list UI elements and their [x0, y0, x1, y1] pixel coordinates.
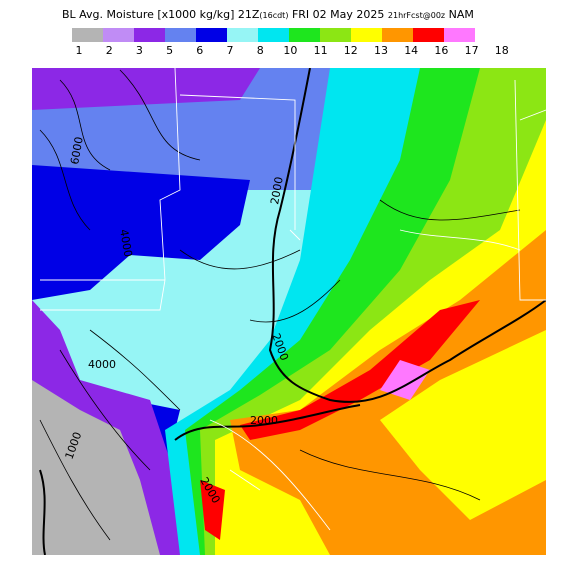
title-fcst: 21hrFcst@00z: [388, 11, 445, 20]
colorbar-label: 13: [374, 44, 388, 57]
colorbar-swatch: [258, 28, 289, 42]
field: [240, 300, 480, 440]
contour-label: 6000: [68, 136, 86, 166]
colorbar: 1 2 3 5 6 7 8 10 11 12 13 14 16 17 18: [72, 28, 509, 57]
colorbar-swatch: [134, 28, 165, 42]
colorbar-swatch: [165, 28, 196, 42]
colorbar-swatch: [351, 28, 382, 42]
colorbar-label: 7: [227, 44, 234, 57]
title-main: BL Avg. Moisture [x1000 kg/kg] 21Z: [62, 8, 260, 21]
colorbar-label: 10: [283, 44, 297, 57]
field: [380, 330, 546, 520]
contour-label: 2000: [268, 176, 286, 206]
colorbar-label: 16: [434, 44, 448, 57]
colorbar-swatch: [444, 28, 475, 42]
contour-label: 2000: [250, 414, 278, 427]
title-local: (16cdt): [259, 11, 288, 20]
contour-label: 4000: [88, 358, 116, 371]
field: [32, 68, 260, 110]
colorbar-swatch: [196, 28, 227, 42]
contour: [39, 69, 521, 541]
colorbar-label: 8: [257, 44, 264, 57]
colorbar-label: 18: [495, 44, 509, 57]
title: BL Avg. Moisture [x1000 kg/kg] 21Z(16cdt…: [62, 8, 474, 21]
colorbar-label: 3: [136, 44, 143, 57]
colorbar-swatch: [72, 28, 103, 42]
field: [32, 380, 160, 555]
contour-label: 4000: [117, 228, 135, 258]
colorbar-swatch: [227, 28, 258, 42]
colorbar-label: 6: [196, 44, 203, 57]
field: [32, 165, 250, 300]
colorbar-label: 5: [166, 44, 173, 57]
colorbar-swatch: [289, 28, 320, 42]
title-model: NAM: [449, 8, 474, 21]
colorbar-swatch: [413, 28, 444, 42]
state-borders: [40, 68, 546, 531]
colorbar-label: 17: [465, 44, 479, 57]
colorbar-swatch: [382, 28, 413, 42]
colorbar-label: 2: [106, 44, 113, 57]
field: [200, 480, 225, 540]
title-date: FRI 02 May 2025: [292, 8, 384, 21]
colorbar-swatch: [320, 28, 351, 42]
colorbar-label: 14: [404, 44, 418, 57]
colorbar-label: 11: [314, 44, 328, 57]
colorbar-swatch: [103, 28, 134, 42]
colorbar-label: 12: [344, 44, 358, 57]
colorbar-label: 1: [76, 44, 83, 57]
contour-thick: [39, 68, 546, 555]
field: [380, 360, 430, 400]
map: 6000 4000 2000 2000 4000 2000 1000 2000: [32, 68, 546, 555]
